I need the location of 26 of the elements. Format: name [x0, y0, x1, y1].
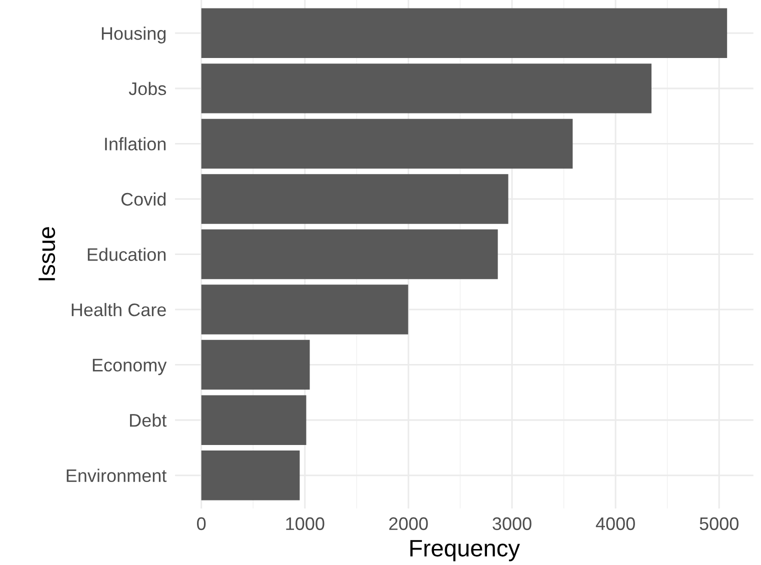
- x-tick-label: 0: [197, 517, 206, 530]
- x-tick-label: 1000: [286, 517, 324, 530]
- y-tick-label: Debt: [130, 414, 167, 427]
- y-tick-label: Health Care: [72, 302, 166, 316]
- bar: [201, 229, 498, 280]
- y-tick-label: Inflation: [105, 137, 166, 150]
- y-tick-label: Jobs: [128, 82, 166, 96]
- bar: [201, 118, 573, 169]
- x-axis-title: Frequency: [410, 540, 520, 562]
- bar: [201, 8, 728, 58]
- x-tick-label: 2000: [389, 517, 428, 530]
- y-axis-title: Issue: [38, 227, 56, 280]
- bar: [201, 284, 408, 334]
- x-tick-label: 4000: [596, 517, 635, 530]
- x-tick-label: 5000: [700, 517, 738, 530]
- bar: [201, 64, 652, 114]
- y-tick-label: Education: [88, 248, 166, 261]
- y-tick-label: Economy: [92, 358, 167, 376]
- y-tick-label: Covid: [121, 192, 166, 206]
- bar: [201, 450, 300, 500]
- y-tick-label: Environment: [66, 468, 167, 482]
- bar: [201, 174, 508, 224]
- bar: [201, 395, 306, 445]
- x-tick-label: 3000: [492, 517, 532, 530]
- y-tick-label: Housing: [102, 26, 166, 44]
- bar: [201, 340, 310, 390]
